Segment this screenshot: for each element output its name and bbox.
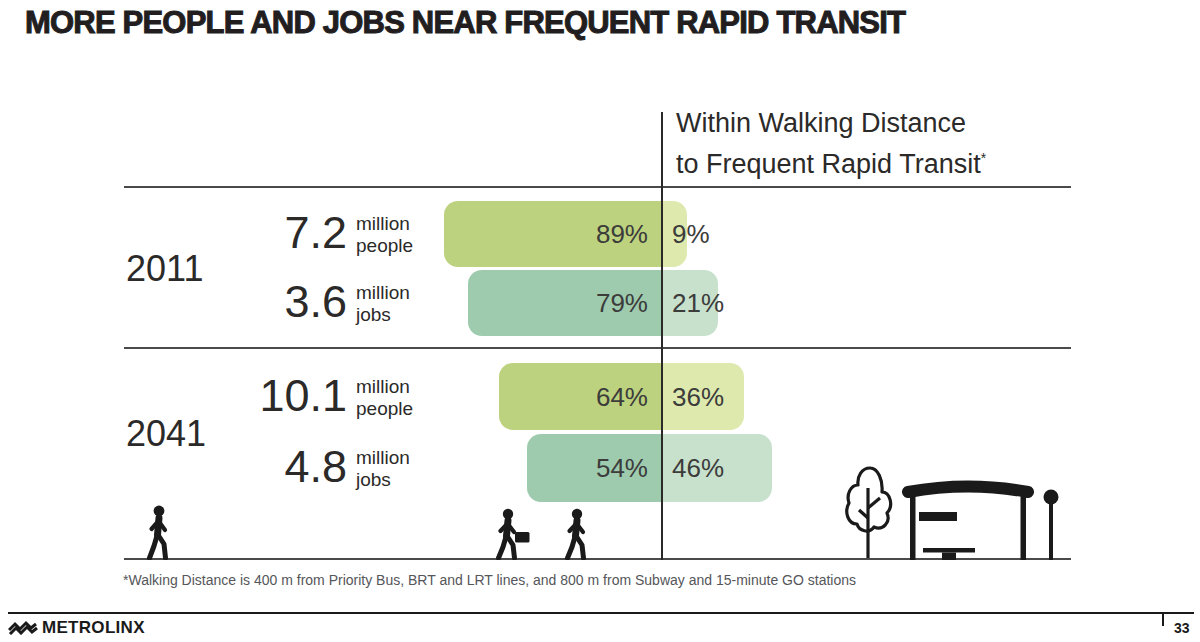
walking-person-briefcase-icon bbox=[489, 508, 533, 560]
footer-page-tick bbox=[1162, 612, 1164, 626]
footnote: *Walking Distance is 400 m from Priority… bbox=[123, 572, 856, 588]
column-header: Within Walking Distance to Frequent Rapi… bbox=[676, 106, 986, 182]
pct-2041-jobs-within: 54% bbox=[548, 452, 648, 484]
section-divider-middle bbox=[124, 347, 1071, 349]
slide-title: MORE PEOPLE AND JOBS NEAR FREQUENT RAPID… bbox=[25, 5, 905, 41]
column-header-line1: Within Walking Distance bbox=[676, 108, 966, 138]
pct-2041-people-beyond: 36% bbox=[672, 381, 724, 413]
year-label-2041: 2041 bbox=[126, 413, 206, 455]
value-2041-jobs: 4.8 bbox=[210, 443, 347, 491]
brand-name: METROLINX bbox=[42, 618, 145, 638]
sign-pole-icon bbox=[1040, 488, 1064, 560]
pct-2011-jobs-within: 79% bbox=[548, 287, 648, 319]
value-2011-jobs: 3.6 bbox=[210, 278, 347, 326]
unit-2041-people: million people bbox=[356, 376, 413, 420]
footer-divider bbox=[8, 612, 1194, 614]
pct-2011-people-within: 89% bbox=[548, 218, 648, 250]
unit-2041-jobs: million jobs bbox=[356, 447, 410, 491]
pct-2011-jobs-beyond: 21% bbox=[672, 287, 724, 319]
page-number: 33 bbox=[1174, 620, 1190, 636]
unit-2011-people: million people bbox=[356, 213, 413, 257]
footnote-marker: * bbox=[981, 150, 986, 166]
section-divider-top bbox=[124, 186, 1071, 188]
bus-shelter-icon bbox=[898, 478, 1038, 560]
walking-person-icon bbox=[140, 505, 178, 560]
metrolinx-logo-icon bbox=[8, 619, 40, 635]
unit-2011-jobs: million jobs bbox=[356, 282, 410, 326]
value-2011-people: 7.2 bbox=[210, 209, 347, 257]
walking-distance-divider-line bbox=[661, 112, 663, 560]
pct-2041-jobs-beyond: 46% bbox=[672, 452, 724, 484]
year-label-2011: 2011 bbox=[126, 248, 203, 290]
slide: MORE PEOPLE AND JOBS NEAR FREQUENT RAPID… bbox=[0, 0, 1200, 642]
tree-icon bbox=[838, 464, 902, 560]
walking-person-icon bbox=[558, 508, 596, 560]
pct-2011-people-beyond: 9% bbox=[672, 218, 710, 250]
column-header-line2: to Frequent Rapid Transit bbox=[676, 149, 981, 179]
pct-2041-people-within: 64% bbox=[548, 381, 648, 413]
value-2041-people: 10.1 bbox=[210, 372, 347, 420]
